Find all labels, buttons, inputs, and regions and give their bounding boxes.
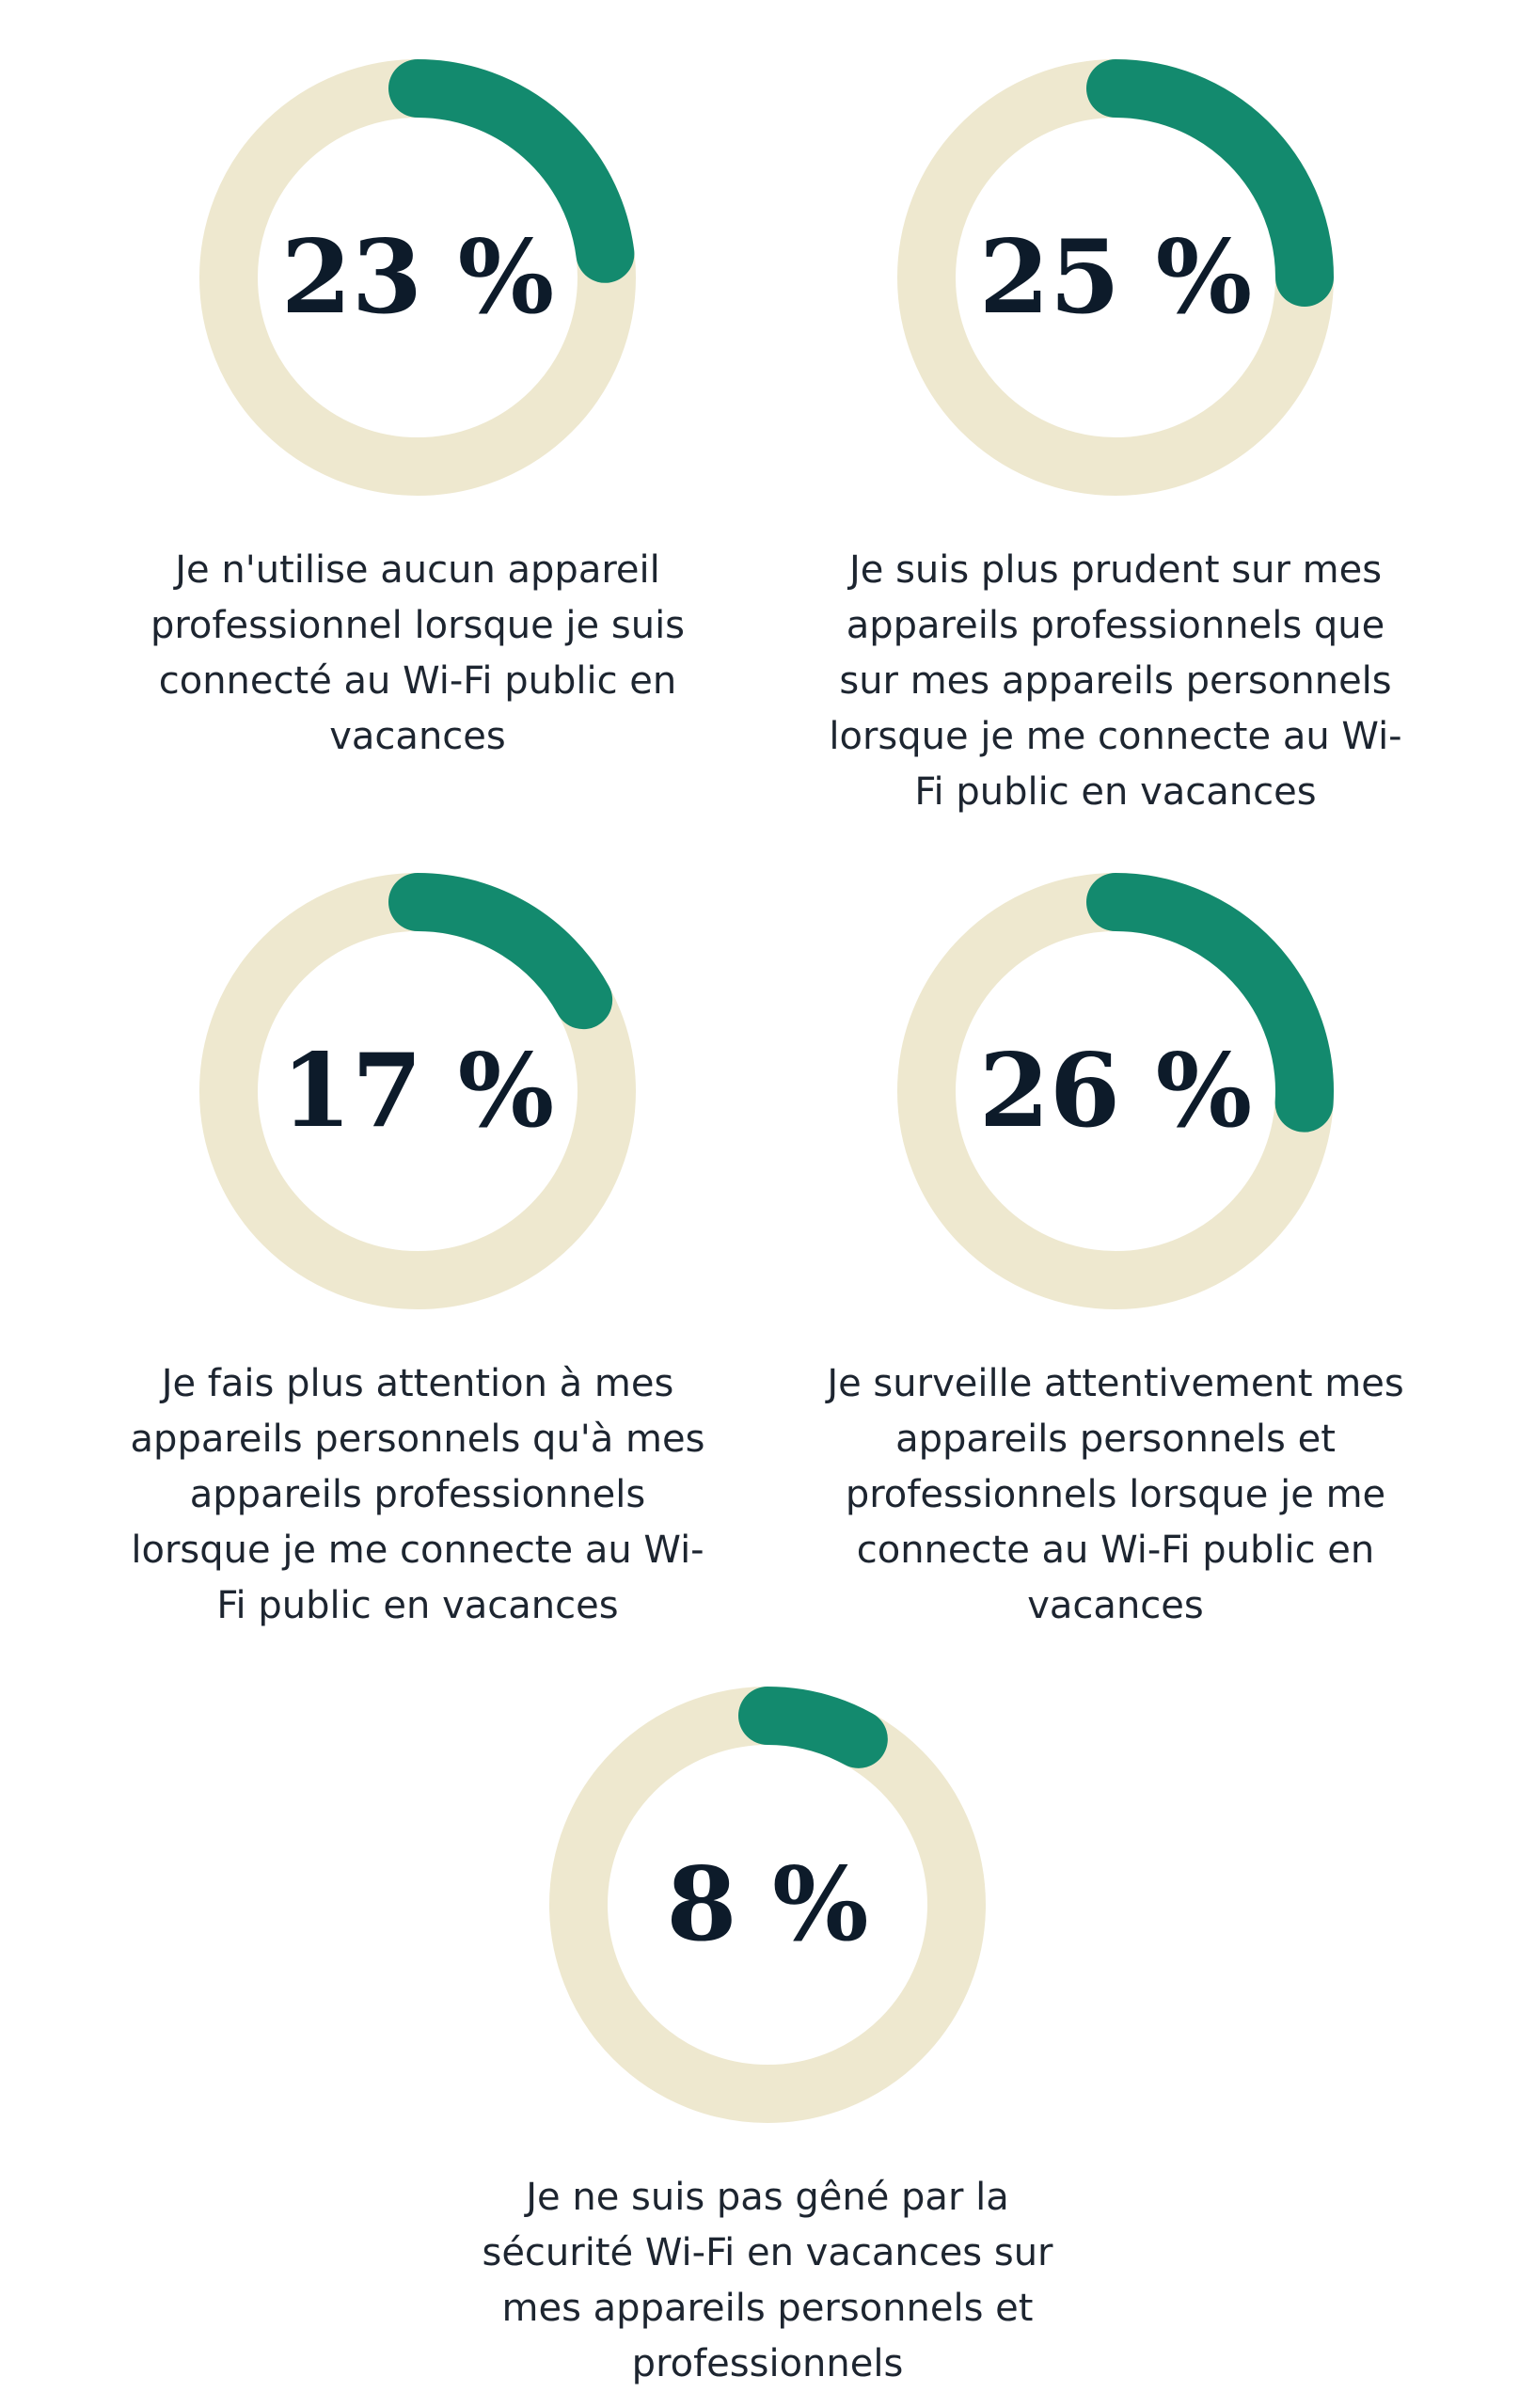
caption: Je surveille attentivement mes appareils… [827,1362,1404,1627]
percent-label: 26 % [979,1032,1253,1150]
donut-arc [388,873,613,1030]
donut-arc [738,1687,888,1768]
caption: Je suis plus prudent sur mes appareils p… [829,548,1402,814]
donut-arc [1086,873,1334,1133]
caption: Je n'utilise aucun appareil professionne… [150,548,686,758]
percent-label: 23 % [281,218,555,337]
donut-arc [388,59,635,283]
percent-label: 17 % [281,1032,555,1150]
caption: Je ne suis pas gêné par la sécurité Wi-F… [482,2176,1053,2385]
percent-label: 8 % [666,1846,868,1964]
percent-label: 25 % [979,218,1253,337]
caption: Je fais plus attention à mes appareils p… [130,1362,705,1627]
donut-arc [1086,59,1334,307]
